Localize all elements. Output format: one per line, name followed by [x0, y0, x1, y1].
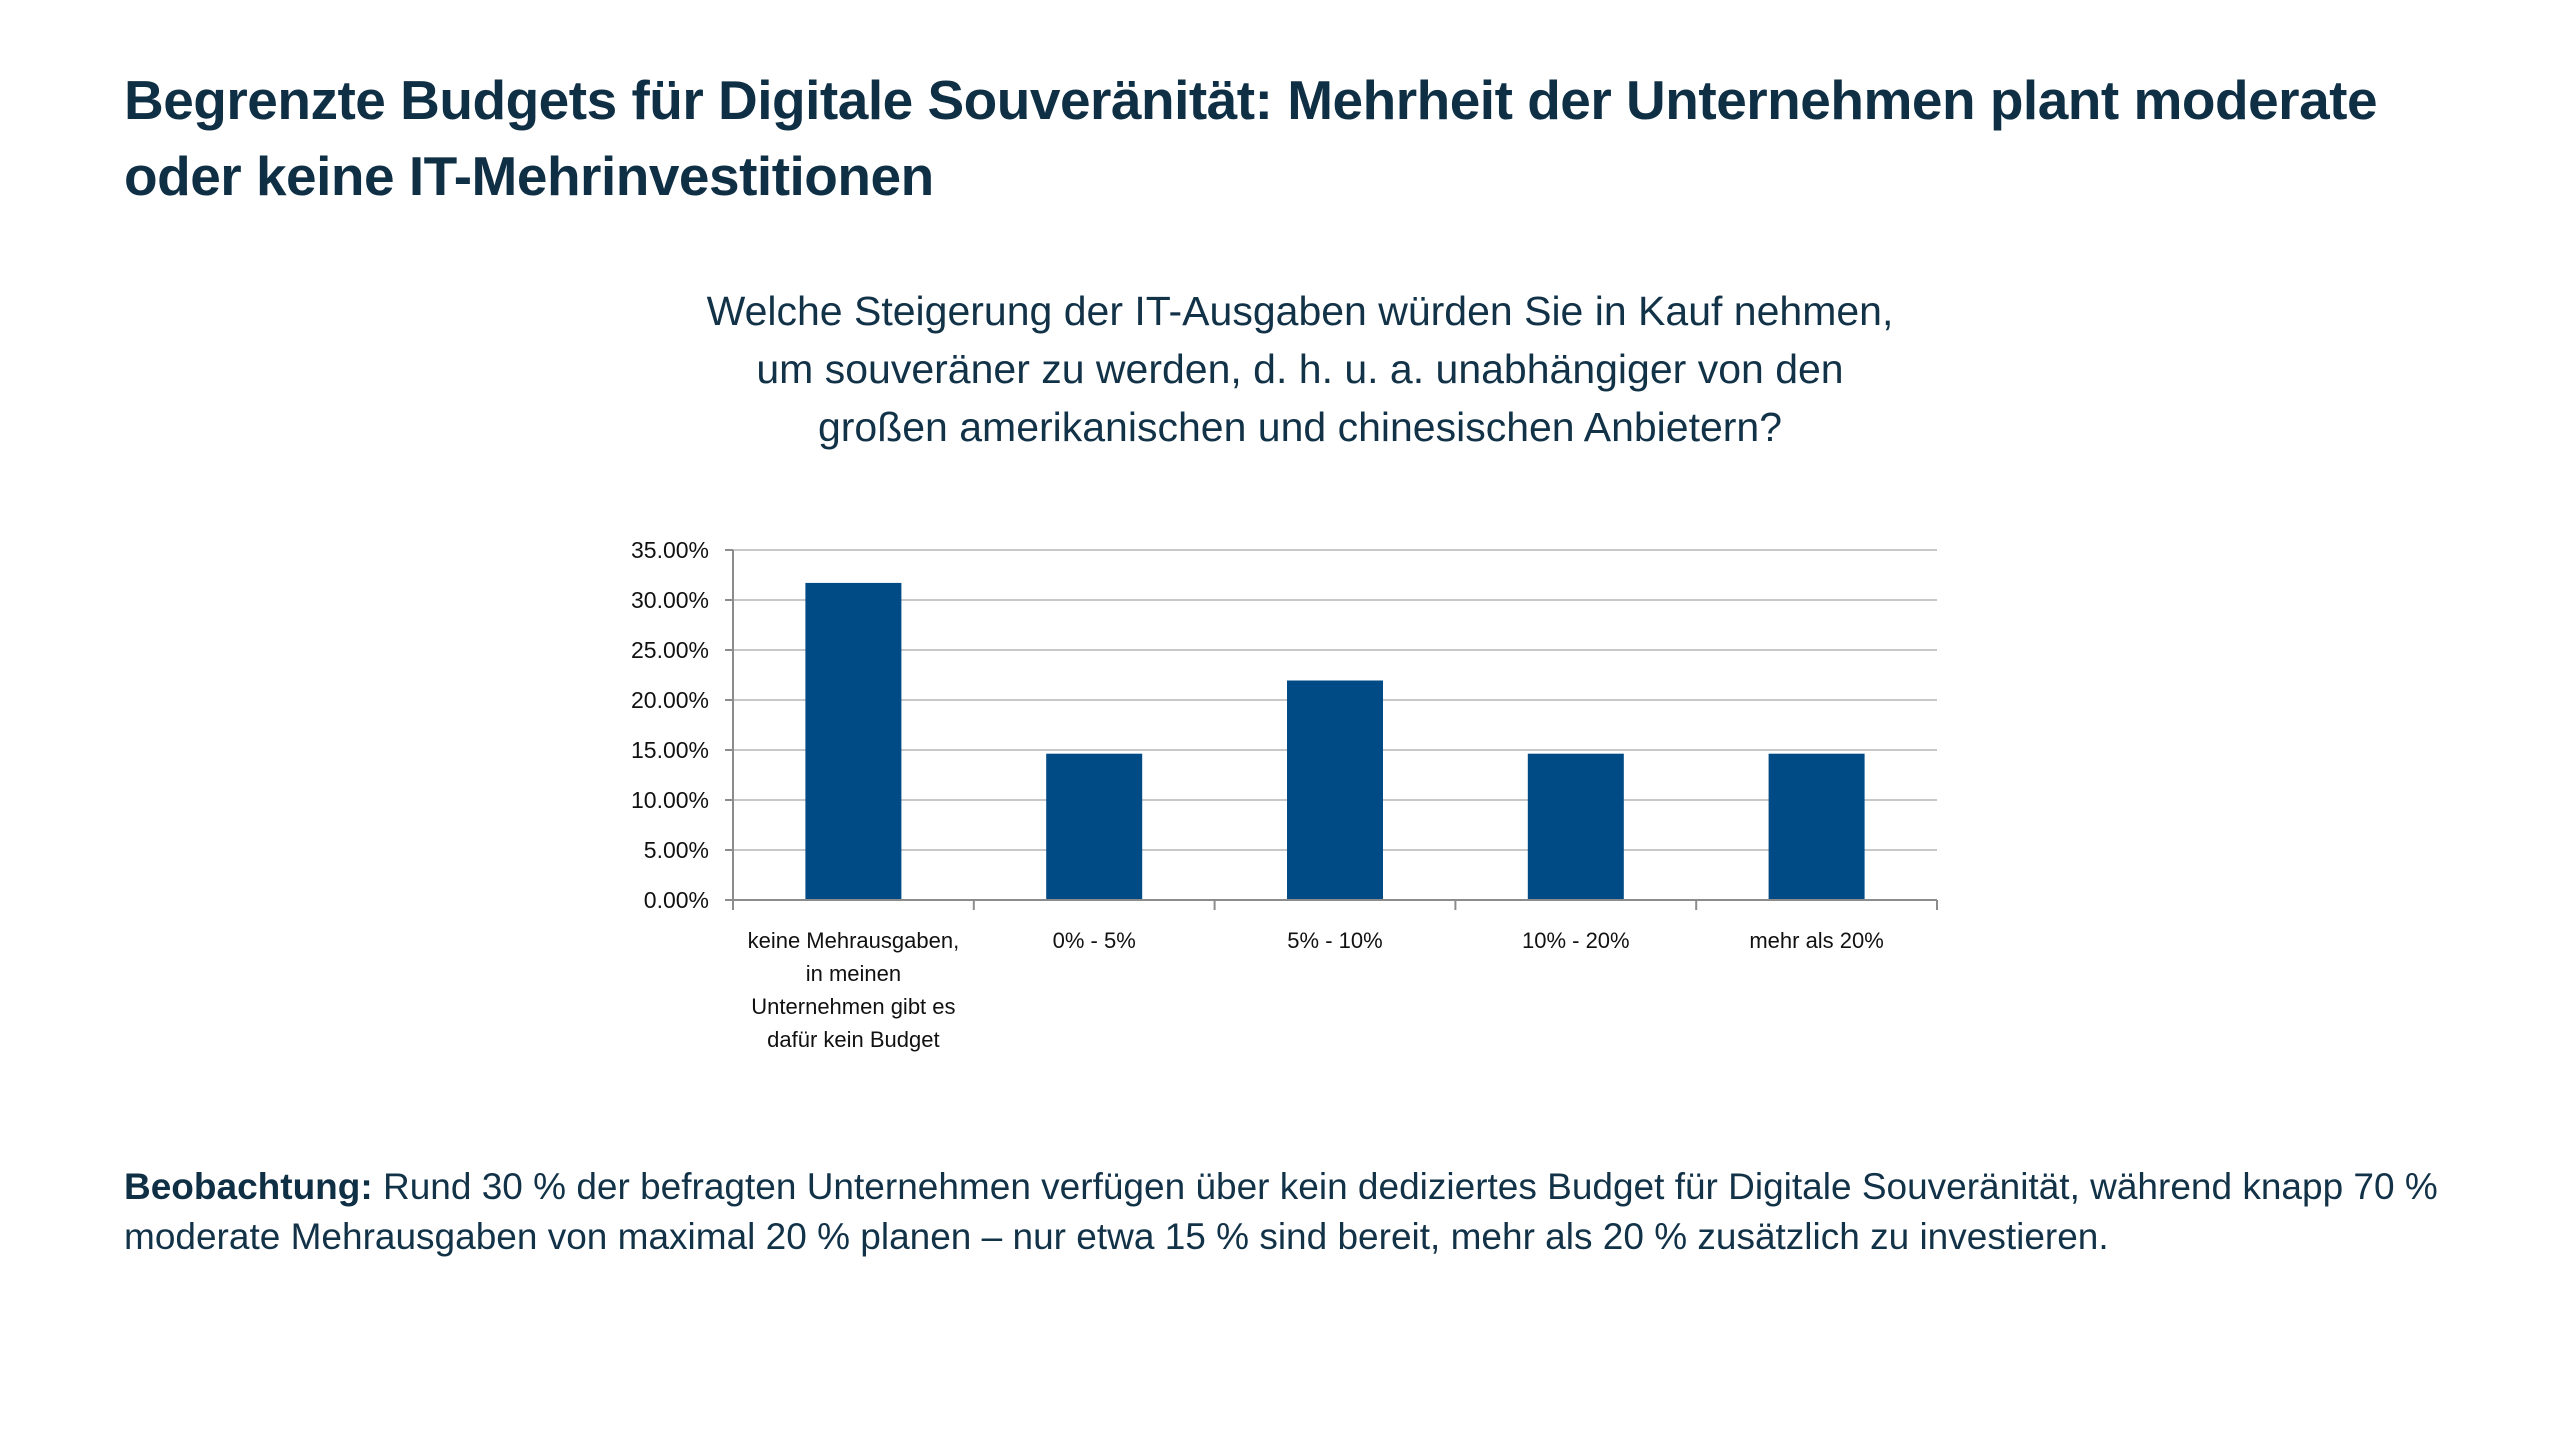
category-labels: keine Mehrausgaben, in meinen Unternehmen … [748, 928, 1884, 1052]
y-tick-label: 15.00% [631, 737, 709, 763]
y-tick-label: 35.00% [631, 537, 709, 563]
observation-text: Beobachtung: Rund 30 % der befragten Unt… [124, 1162, 2504, 1262]
bars [805, 582, 1865, 900]
x-category-label: 5% - 10% [1287, 928, 1382, 953]
y-tick-label: 25.00% [631, 637, 709, 663]
y-tick-label: 10.00% [631, 787, 709, 813]
x-category-label: keine Mehrausgaben, in meinen Unternehmen … [748, 928, 960, 1052]
slide-title: Begrenzte Budgets für Digitale Souveräni… [124, 69, 2378, 207]
y-tick-label: 5.00% [644, 837, 709, 863]
y-tick-label: 0.00% [644, 887, 709, 913]
bar [1287, 680, 1383, 900]
y-tick-label: 30.00% [631, 587, 709, 613]
y-tick-labels: 0.00% 5.00% 10.00% 15.00% 20.00% 25.00% 30.00%… [631, 537, 709, 913]
x-category-label: mehr als 20% [1749, 928, 1884, 953]
chart-title: Welche Steigerung der IT-Ausgaben würden… [706, 288, 1894, 450]
axes [725, 549, 1938, 910]
observation-body: Rund 30 % der befragten Unternehmen verf… [124, 1166, 2438, 1257]
x-category-label: 10% - 20% [1522, 928, 1630, 953]
observation-label: Beobachtung: [124, 1166, 373, 1207]
bar [1046, 753, 1143, 900]
y-tick-label: 20.00% [631, 687, 709, 713]
bar [1768, 753, 1865, 900]
x-category-label: 0% - 5% [1053, 928, 1136, 953]
bar [805, 582, 902, 900]
bar [1527, 753, 1624, 900]
